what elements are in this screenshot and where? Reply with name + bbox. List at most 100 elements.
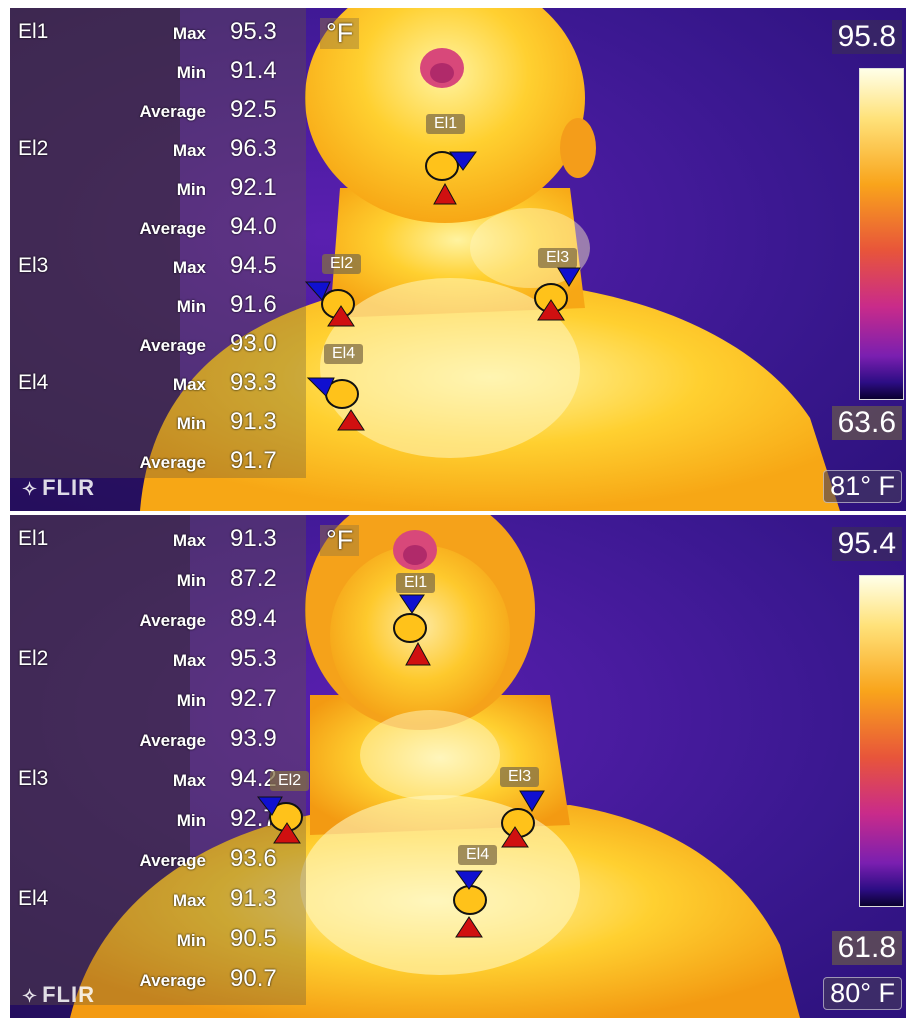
stat-label: Min bbox=[176, 180, 206, 199]
stat-label: Max bbox=[172, 375, 206, 394]
spot-marker-el2 bbox=[256, 796, 303, 844]
stat-label: Average bbox=[139, 336, 206, 355]
stat-value: 92.1 bbox=[230, 174, 277, 201]
measurement-row: Min 92.7 bbox=[10, 685, 306, 725]
stat-label: Max bbox=[172, 141, 206, 160]
stat-value: 90.5 bbox=[230, 925, 277, 952]
measurement-row: Average 93.0 bbox=[10, 330, 306, 370]
marker-tag-el2: El2 bbox=[322, 254, 362, 274]
ambient-temperature-label: 80° F bbox=[823, 977, 902, 1010]
measurement-row: Average 92.5 bbox=[10, 96, 306, 136]
measurement-row: Min 92.1 bbox=[10, 174, 306, 214]
stat-value: 93.3 bbox=[230, 369, 277, 396]
stat-value: 90.7 bbox=[230, 965, 277, 992]
stat-value: 91.3 bbox=[230, 408, 277, 435]
stat-label: Min bbox=[176, 811, 206, 830]
stat-label: Max bbox=[172, 771, 206, 790]
flir-logo-icon: ✧ bbox=[22, 479, 39, 499]
stat-label: Average bbox=[139, 971, 206, 990]
scale-max-value: 95.8 bbox=[831, 20, 902, 54]
stat-value: 94.0 bbox=[230, 213, 277, 240]
stat-value: 92.7 bbox=[230, 685, 277, 712]
measurement-row: Min 91.4 bbox=[10, 57, 306, 97]
stat-label: Average bbox=[139, 453, 206, 472]
marker-tag-el4: El4 bbox=[458, 845, 498, 865]
measurement-row: Average 93.6 bbox=[10, 845, 306, 885]
stat-label: Average bbox=[139, 731, 206, 750]
stat-value: 94.5 bbox=[230, 252, 277, 279]
stat-label: Average bbox=[139, 611, 206, 630]
measurement-id: El4 bbox=[18, 371, 49, 394]
thermal-image-bottom: El1 Max 91.3 Min 87.2 Average 89.4 El2 M… bbox=[10, 515, 906, 1018]
stat-label: Min bbox=[176, 571, 206, 590]
spot-marker-el1 bbox=[393, 594, 431, 666]
spot-marker-el4 bbox=[306, 377, 365, 431]
measurement-row: Average 94.0 bbox=[10, 213, 306, 253]
stat-value: 95.3 bbox=[230, 645, 277, 672]
spot-markers bbox=[256, 594, 545, 938]
stat-value: 96.3 bbox=[230, 135, 277, 162]
stat-value: 93.0 bbox=[230, 330, 277, 357]
measurement-id: El4 bbox=[18, 887, 49, 910]
spot-marker-el3 bbox=[501, 790, 545, 848]
spot-marker-el3 bbox=[534, 267, 581, 321]
stat-value: 91.3 bbox=[230, 885, 277, 912]
measurement-id: El2 bbox=[18, 647, 49, 670]
stat-label: Min bbox=[176, 297, 206, 316]
measurement-id: El1 bbox=[18, 20, 49, 43]
stat-value: 92.5 bbox=[230, 96, 277, 123]
spot-markers bbox=[304, 151, 581, 431]
thermal-image-top: El1 Max 95.3 Min 91.4 Average 92.5 El2 M… bbox=[10, 8, 906, 511]
flir-logo-text: FLIR bbox=[42, 475, 95, 500]
measurement-id: El2 bbox=[18, 137, 49, 160]
stat-value: 93.9 bbox=[230, 725, 277, 752]
thermal-scene bbox=[10, 515, 906, 1018]
flir-logo-text: FLIR bbox=[42, 982, 95, 1007]
measurement-row: Average 93.9 bbox=[10, 725, 306, 765]
measurement-row: Min 90.5 bbox=[10, 925, 306, 965]
measurement-el4: El4 Max 91.3 bbox=[10, 885, 306, 925]
measurement-readout: El1 Max 91.3 Min 87.2 Average 89.4 El2 M… bbox=[10, 515, 306, 1018]
stat-label: Min bbox=[176, 414, 206, 433]
temperature-unit: °F bbox=[320, 18, 360, 49]
color-scale-bar bbox=[859, 68, 904, 400]
stat-label: Max bbox=[172, 651, 206, 670]
measurement-id: El3 bbox=[18, 767, 49, 790]
stat-value: 93.6 bbox=[230, 845, 277, 872]
measurement-el2: El2 Max 95.3 bbox=[10, 645, 306, 685]
stat-label: Average bbox=[139, 102, 206, 121]
ambient-temperature-label: 81° F bbox=[823, 470, 902, 503]
stat-label: Max bbox=[172, 891, 206, 910]
spot-marker-el1 bbox=[425, 151, 477, 205]
spot-marker-el2 bbox=[304, 281, 355, 327]
measurement-id: El1 bbox=[18, 527, 49, 550]
stat-label: Max bbox=[172, 531, 206, 550]
measurement-el3: El3 Max 94.2 bbox=[10, 765, 306, 805]
scale-min-value: 61.8 bbox=[831, 931, 902, 965]
measurement-row: Min 91.3 bbox=[10, 408, 306, 448]
stat-label: Min bbox=[176, 691, 206, 710]
marker-tag-el4: El4 bbox=[324, 344, 364, 364]
measurement-row: Average 91.7 bbox=[10, 447, 306, 487]
measurement-row: Average 89.4 bbox=[10, 605, 306, 645]
scale-max-value: 95.4 bbox=[831, 527, 902, 561]
spot-marker-el4 bbox=[453, 870, 487, 938]
stat-value: 95.3 bbox=[230, 18, 277, 45]
stat-value: 87.2 bbox=[230, 565, 277, 592]
flir-logo: ✧ FLIR bbox=[22, 982, 95, 1008]
measurement-el3: El3 Max 94.5 bbox=[10, 252, 306, 292]
measurement-id: El3 bbox=[18, 254, 49, 277]
thermal-scene bbox=[10, 8, 906, 511]
stat-label: Max bbox=[172, 258, 206, 277]
stat-value: 91.6 bbox=[230, 291, 277, 318]
marker-tag-el3: El3 bbox=[500, 767, 540, 787]
marker-tag-el3: El3 bbox=[538, 248, 578, 268]
measurement-el1: El1 Max 91.3 bbox=[10, 525, 306, 565]
scale-min-value: 63.6 bbox=[831, 406, 902, 440]
marker-tag-el1: El1 bbox=[396, 573, 436, 593]
measurement-row: Average 90.7 bbox=[10, 965, 306, 1005]
measurement-row: Min 87.2 bbox=[10, 565, 306, 605]
measurement-el2: El2 Max 96.3 bbox=[10, 135, 306, 175]
stat-label: Max bbox=[172, 24, 206, 43]
stat-value: 91.4 bbox=[230, 57, 277, 84]
